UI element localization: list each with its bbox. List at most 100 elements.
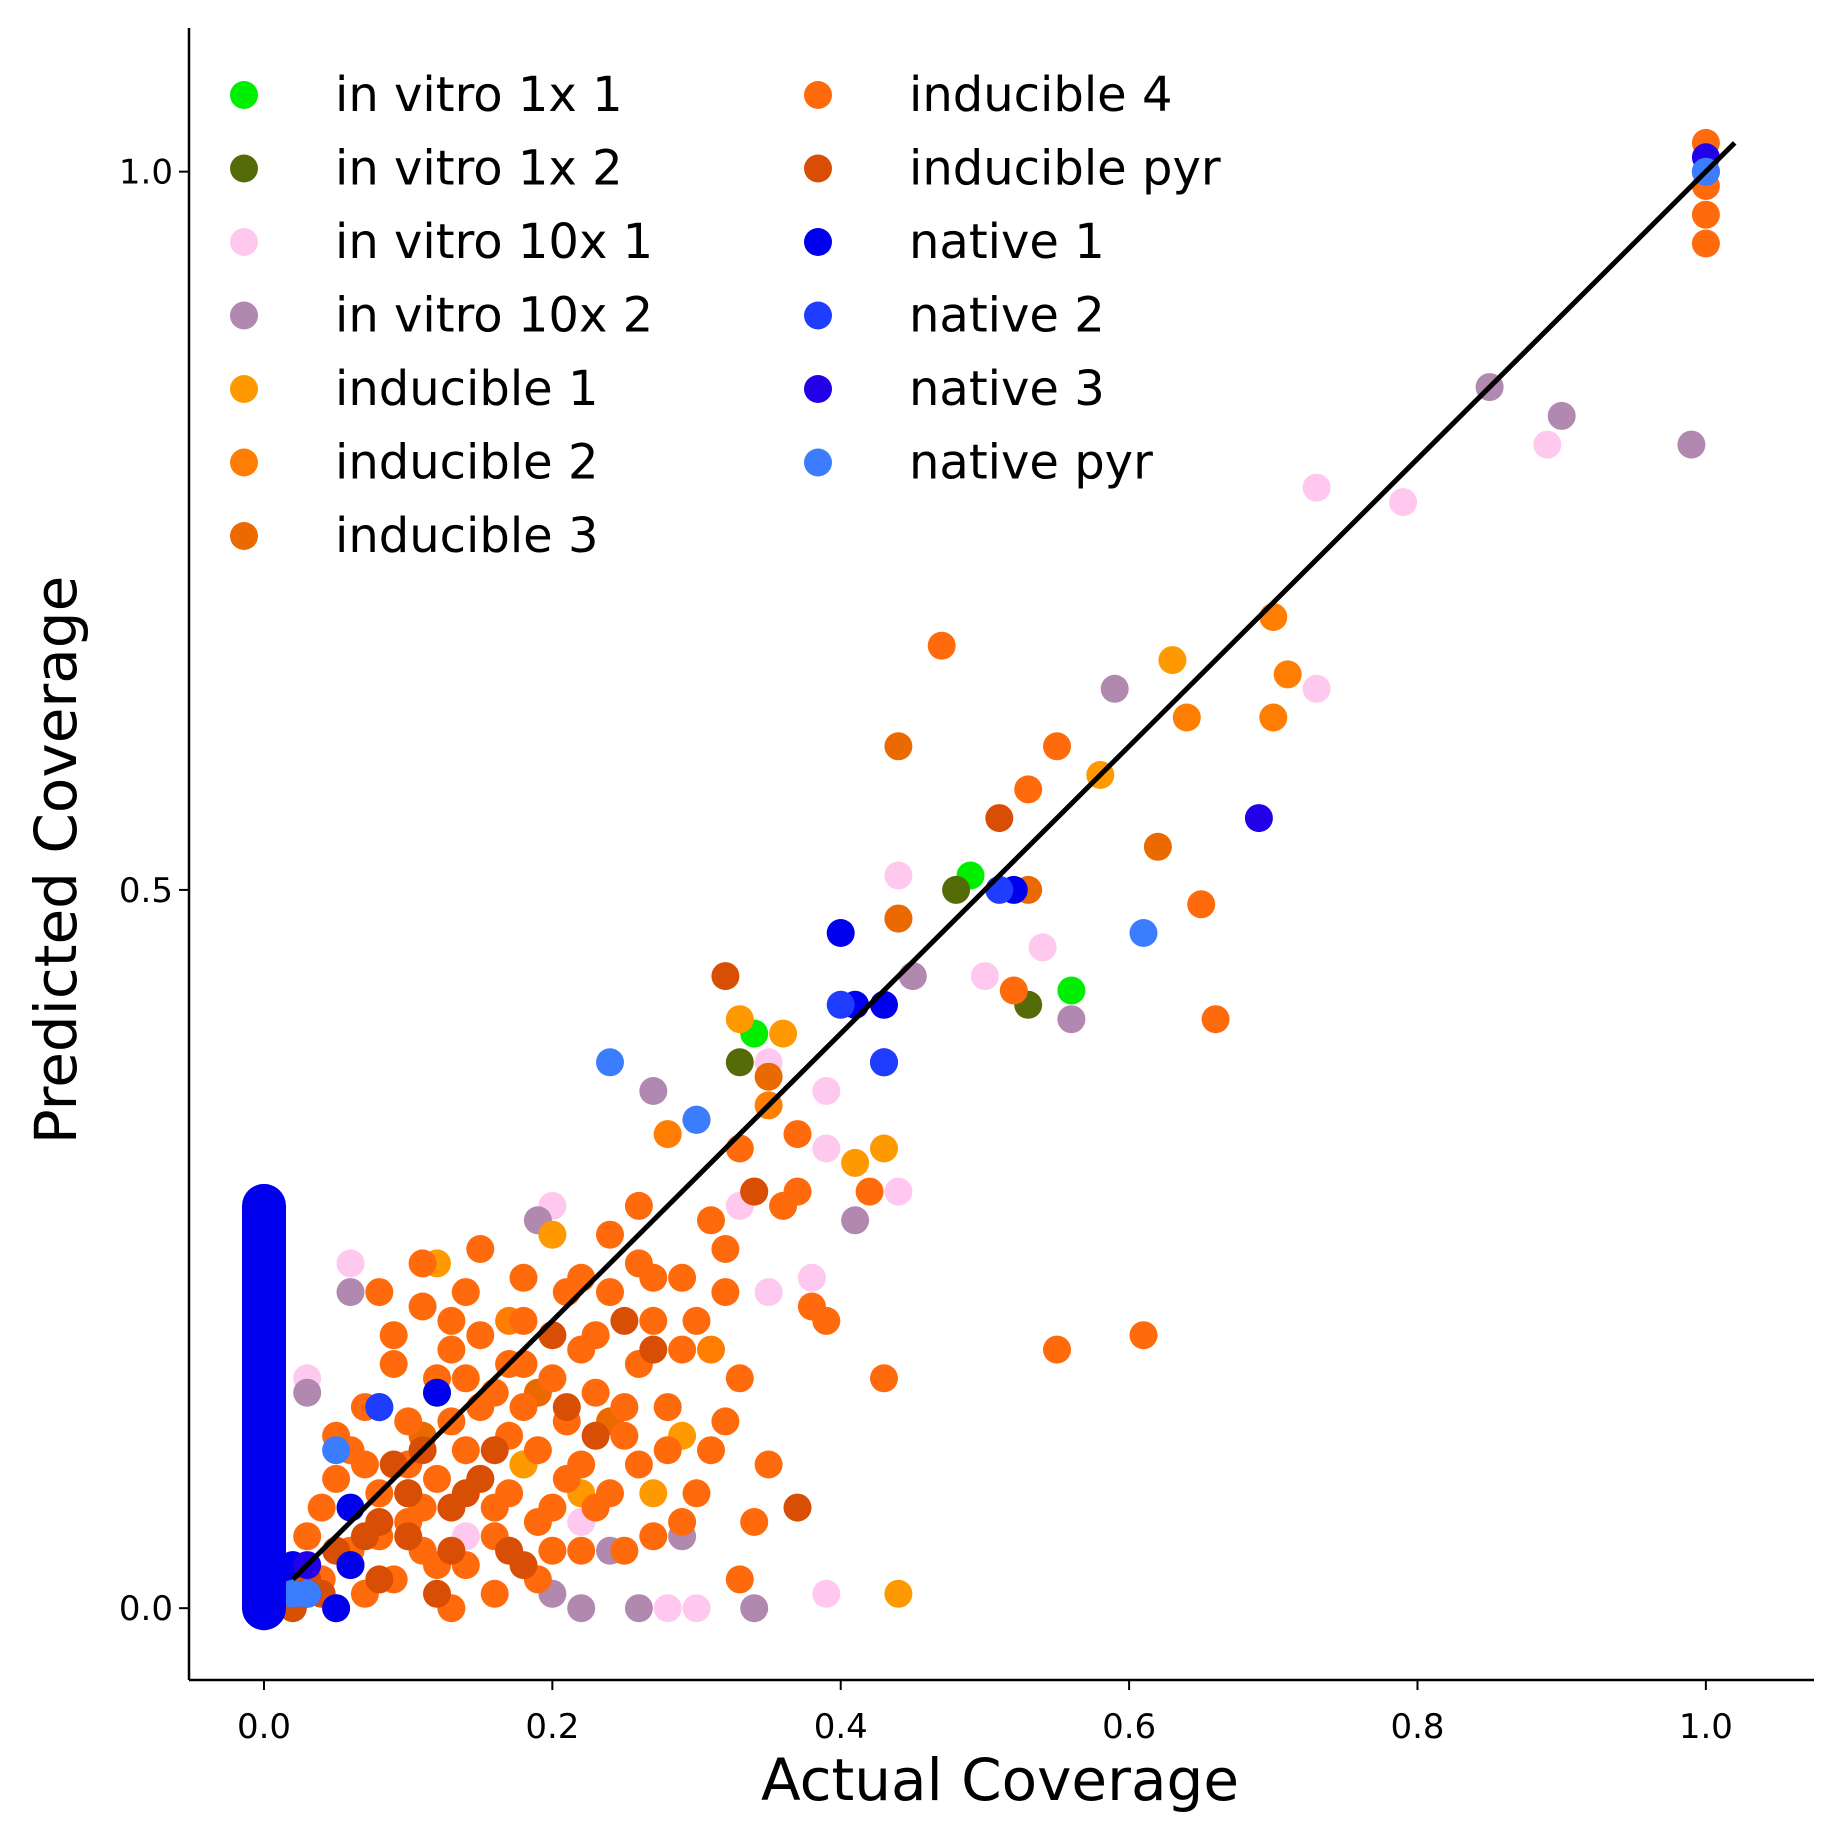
point-series-7-37 [668,1508,697,1536]
point-series-2-19 [653,1594,682,1623]
point-series-7-4 [927,631,956,660]
point-series-7-90 [653,1393,682,1422]
point-series-12-3 [682,1105,711,1134]
point-series-1-0 [942,875,971,904]
point-series-8-14 [639,1335,668,1364]
point-series-7-77 [293,1522,322,1551]
y-tick-label-1: 0.5 [119,871,173,911]
point-series-7-106 [480,1378,509,1407]
point-series-7-53 [653,1436,682,1465]
point-series-3-7 [639,1077,668,1105]
point-series-8-3 [740,1177,769,1206]
point-series-3-14 [624,1594,653,1623]
legend-marker-8 [804,154,832,183]
point-series-9-3 [870,990,898,1019]
point-series-7-108 [610,1393,639,1422]
point-series-4-4 [870,1134,898,1163]
legend-marker-7 [804,81,832,109]
x-tick-label-0: 0.0 [237,1707,291,1747]
point-series-7-8 [1201,1005,1230,1034]
point-series-7-16 [725,1565,754,1594]
legend-label-3: in vitro 10x 2 [335,288,653,344]
point-series-8-17 [451,1479,480,1508]
legend-label-9: native 1 [909,214,1105,270]
point-series-7-30 [509,1306,538,1335]
point-series-7-36 [610,1536,639,1565]
point-series-7-111 [379,1321,408,1350]
point-series-7-109 [668,1263,697,1292]
legend-marker-3 [230,301,258,330]
point-series-3-3 [1100,674,1129,703]
point-series-3-2 [1677,430,1706,459]
point-series-7-82 [682,1479,711,1508]
point-series-7-116 [567,1263,596,1292]
point-series-5-3 [1172,703,1201,732]
point-series-2-13 [754,1278,783,1307]
point-series-7-110 [697,1436,725,1465]
point-series-2-1 [1389,488,1418,517]
point-series-3-12 [293,1378,322,1407]
point-series-7-86 [437,1306,466,1335]
point-series-4-9 [884,1579,913,1608]
point-series-2-4 [884,861,913,890]
x-tick-label-2: 0.4 [814,1707,868,1747]
point-series-8-16 [538,1321,567,1350]
point-series-7-99 [466,1321,495,1350]
point-series-10-2 [870,1048,898,1077]
point-series-8-5 [394,1522,423,1551]
point-series-7-39 [682,1306,711,1335]
point-series-7-31 [451,1364,480,1393]
point-series-2-5 [1028,933,1057,962]
native-column-band [242,1205,286,1609]
point-series-5-1 [1273,660,1302,689]
legend-label-1: in vitro 1x 2 [335,141,623,197]
point-series-7-101 [581,1493,610,1522]
point-series-7-83 [740,1508,769,1536]
legend-label-11: native 3 [909,361,1105,417]
point-series-7-89 [596,1220,624,1249]
legend-marker-6 [230,522,258,550]
point-series-4-5 [841,1148,870,1177]
point-series-7-6 [1014,775,1043,804]
point-series-8-27 [437,1536,466,1565]
point-series-12-1 [1129,919,1158,947]
legend-label-6: inducible 3 [335,508,599,564]
point-series-7-80 [523,1436,552,1465]
point-series-7-91 [711,1278,740,1307]
point-series-9-1 [826,919,855,947]
point-series-3-5 [898,962,927,991]
point-series-2-9 [884,1177,913,1206]
point-series-4-3 [725,1005,754,1034]
point-series-3-11 [336,1278,365,1307]
point-series-7-12 [870,1364,898,1393]
point-series-7-23 [812,1306,841,1335]
point-series-2-6 [970,962,999,991]
point-series-11-1 [1244,804,1273,833]
point-series-10-3 [365,1393,394,1422]
point-series-8-21 [495,1536,524,1565]
point-series-7-27 [624,1191,653,1220]
point-series-7-26 [466,1235,495,1263]
point-series-4-2 [769,1019,798,1048]
legend-marker-12 [804,448,832,477]
point-series-2-3 [1302,674,1331,703]
legend-label-0: in vitro 1x 1 [335,67,623,123]
point-series-7-60 [610,1421,639,1450]
legend-marker-4 [230,375,258,403]
point-series-7-7 [1187,890,1216,919]
point-series-7-2 [1691,200,1720,229]
point-series-7-28 [596,1278,624,1307]
point-series-7-62 [423,1464,451,1493]
point-series-7-64 [538,1536,567,1565]
point-series-2-7 [812,1077,841,1105]
point-series-7-81 [624,1450,653,1479]
legend-marker-10 [804,301,832,330]
point-series-7-96 [495,1479,524,1508]
point-series-7-102 [639,1522,668,1551]
legend-marker-11 [804,375,832,403]
point-series-2-0 [1533,430,1562,459]
point-series-6-3 [884,904,913,933]
x-tick-label-5: 1.0 [1679,1707,1733,1747]
point-series-7-105 [451,1278,480,1307]
point-series-7-73 [581,1321,610,1350]
